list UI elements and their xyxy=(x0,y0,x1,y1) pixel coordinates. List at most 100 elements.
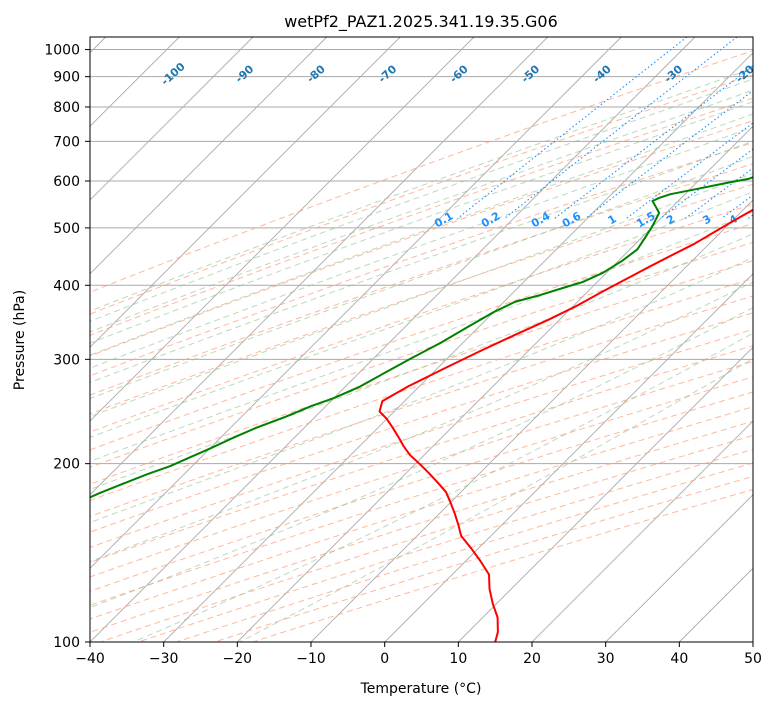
mixing-ratio-label: 0.1 xyxy=(432,209,455,230)
isotherm-line xyxy=(678,567,753,642)
dry-adiabat-line xyxy=(90,241,753,468)
x-axis-label: Temperature (°C) xyxy=(360,681,482,697)
mixing-ratio-label: 0.4 xyxy=(529,209,553,230)
isotherm-line xyxy=(384,273,753,642)
plot-frame xyxy=(89,36,754,643)
moist-adiabat-line xyxy=(90,233,753,490)
mixing-ratio-label: 1.5 xyxy=(634,209,657,230)
y-tick-label: 200 xyxy=(53,457,80,473)
moist-adiabat-line xyxy=(90,89,753,333)
isotherm-line xyxy=(90,37,475,422)
dry-adiabat-line xyxy=(90,141,753,377)
dry-adiabat-label: -80 xyxy=(304,62,328,85)
mixing-ratio-label: 3 xyxy=(700,212,713,227)
y-tick-label: 400 xyxy=(53,278,80,294)
dry-adiabat-label: -70 xyxy=(376,62,400,85)
chart-title: wetPf2_PAZ1.2025.341.19.35.G06 xyxy=(284,12,558,32)
dry-adiabat-line xyxy=(90,97,753,336)
mixing-ratio-label: 0.6 xyxy=(560,209,584,230)
x-tick-label: 10 xyxy=(449,651,467,667)
x-tick-label: 30 xyxy=(597,651,615,667)
isotherm-line xyxy=(457,346,753,642)
isotherm-line xyxy=(752,641,753,642)
dry-adiabat-line xyxy=(90,74,753,315)
x-tick-label: 20 xyxy=(523,651,541,667)
dry-adiabat-line xyxy=(90,203,753,433)
mixing-ratio-label: 1 xyxy=(606,212,619,227)
dry-adiabat-line xyxy=(90,420,753,633)
y-axis-ticks: 1000 900 800 700 600 500 400 300 200 100 xyxy=(44,43,90,651)
dry-adiabat-line xyxy=(138,448,753,642)
dry-adiabat-line xyxy=(90,260,753,485)
moist-adiabat-line xyxy=(90,172,753,418)
mixing-ratio-line xyxy=(457,37,688,219)
mixing-ratio-line xyxy=(504,37,738,219)
isotherm-line xyxy=(310,199,753,642)
isotherm-line xyxy=(90,37,622,569)
isotherm-line xyxy=(531,420,753,642)
y-axis-label: Pressure (hPa) xyxy=(12,290,28,390)
isotherm-line xyxy=(90,37,696,642)
profile-lines xyxy=(90,176,753,642)
dry-adiabat-line xyxy=(90,391,753,606)
moist-adiabat-line xyxy=(239,358,753,642)
dry-adiabat-line xyxy=(90,163,753,396)
moist-adiabat-line xyxy=(90,281,753,563)
x-tick-label: −20 xyxy=(223,651,253,667)
dry-adiabat-line xyxy=(90,312,753,533)
dry-adiabat-line xyxy=(90,345,753,563)
moist-adiabat-line xyxy=(90,67,753,312)
moist-adiabat-line xyxy=(90,113,753,356)
y-tick-label: 1000 xyxy=(44,43,80,59)
moist-adiabat-line xyxy=(90,101,753,344)
dry-adiabat-line xyxy=(90,360,753,578)
dry-adiabat-label: -100 xyxy=(159,60,188,88)
dry-adiabat-line xyxy=(214,475,753,642)
dry-adiabat-label: -40 xyxy=(590,62,614,85)
moist-adiabat-line xyxy=(90,140,753,384)
dry-adiabat-line xyxy=(90,183,753,415)
dry-adiabat-line xyxy=(90,295,753,518)
isotherm-line xyxy=(163,52,753,642)
background-lines xyxy=(90,37,753,642)
moist-adiabat-line xyxy=(90,78,753,322)
isotherm-line xyxy=(236,125,753,642)
x-tick-label: −40 xyxy=(75,651,105,667)
mixing-ratio-label: 6 xyxy=(766,212,775,227)
dry-adiabat-label: -60 xyxy=(447,62,471,85)
dry-adiabat-line xyxy=(90,277,753,501)
isopleth-labels: 0.10.20.40.611.52346810131620253036-100-… xyxy=(159,60,775,231)
x-axis-ticks: −40 −30 −20 −10 0 10 20 30 40 50 xyxy=(75,642,762,667)
dry-adiabat-line xyxy=(90,50,753,293)
y-tick-label: 800 xyxy=(53,100,80,116)
moist-adiabat-line xyxy=(90,211,753,462)
dewpoint-profile-line xyxy=(90,176,753,499)
x-tick-label: −10 xyxy=(296,651,326,667)
y-tick-label: 600 xyxy=(53,174,80,190)
dry-adiabat-label: -50 xyxy=(519,62,543,85)
dry-adiabat-line xyxy=(90,120,753,357)
moist-adiabat-line xyxy=(133,332,753,642)
isotherm-line xyxy=(90,37,401,348)
y-tick-label: 700 xyxy=(53,134,80,150)
x-tick-label: 0 xyxy=(380,651,389,667)
y-tick-label: 900 xyxy=(53,70,80,86)
isotherm-line xyxy=(90,37,549,496)
y-tick-label: 500 xyxy=(53,221,80,237)
dry-adiabat-line xyxy=(90,222,753,451)
isotherm-line xyxy=(90,37,254,201)
dry-adiabat-label: -90 xyxy=(233,62,257,85)
temperature-profile-line xyxy=(378,208,753,642)
dry-adiabat-line xyxy=(90,328,753,548)
dry-adiabat-line xyxy=(100,434,753,642)
moist-adiabat-line xyxy=(90,256,753,524)
moist-adiabat-line xyxy=(90,191,753,438)
moist-adiabat-line xyxy=(90,126,753,369)
dry-adiabat-label: -30 xyxy=(662,62,686,85)
y-tick-label: 100 xyxy=(53,635,80,651)
moist-adiabat-line xyxy=(90,155,753,400)
mixing-ratio-line xyxy=(554,65,753,219)
isotherm-line xyxy=(90,37,328,275)
x-tick-label: 40 xyxy=(670,651,688,667)
